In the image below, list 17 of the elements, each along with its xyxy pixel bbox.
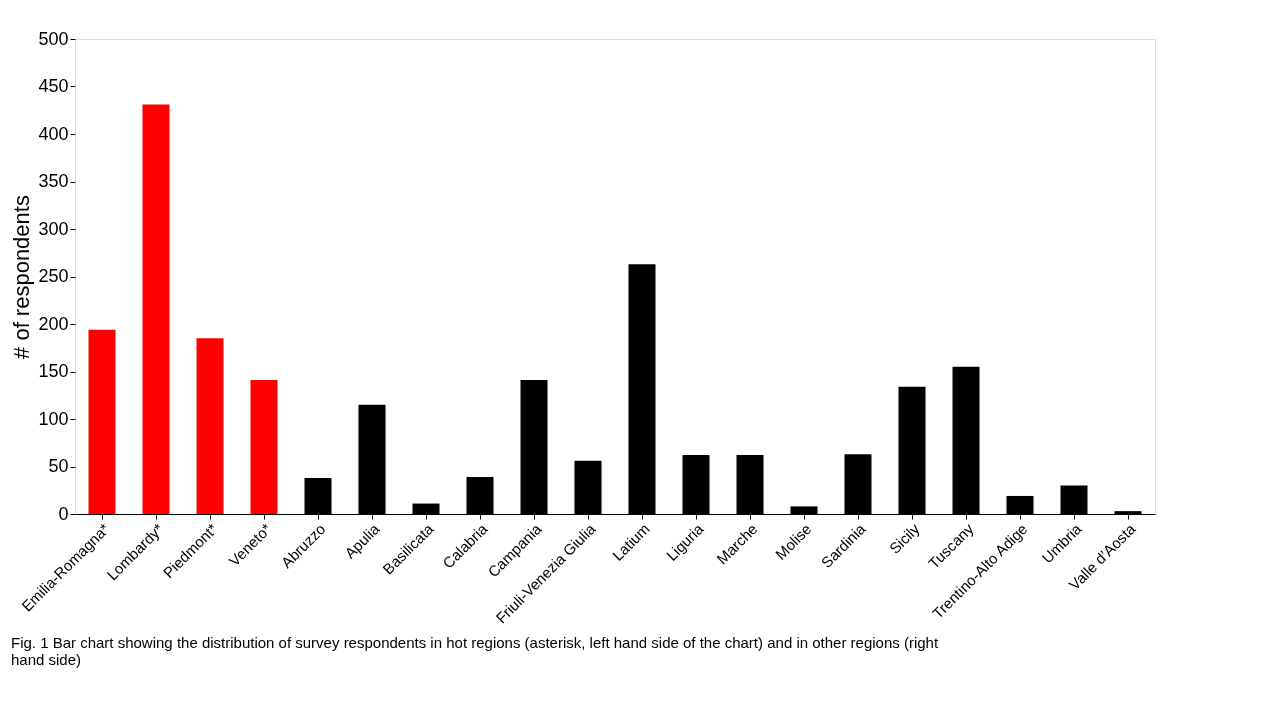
bar bbox=[196, 338, 224, 514]
bar bbox=[250, 380, 278, 514]
bar bbox=[88, 329, 116, 514]
y-tick-label: 400 bbox=[38, 123, 69, 144]
caption: Fig. 1 Bar chart showing the distribution of survey respondents in hot regions (asterisk, left hand side of the chart) and in other regions (right hand side) bbox=[10, 633, 939, 668]
bar bbox=[142, 104, 170, 514]
y-tick-label: 350 bbox=[38, 171, 69, 191]
y-axis-title: # of respondents bbox=[9, 195, 35, 359]
y-tick-label: 100 bbox=[38, 408, 69, 429]
y-tick-label: 0 bbox=[58, 503, 69, 524]
y-tick-label: 450 bbox=[38, 76, 69, 96]
y-tick-label: 500 bbox=[38, 28, 69, 49]
y-tick-label: 300 bbox=[38, 218, 69, 239]
y-tick-label: 150 bbox=[38, 361, 69, 381]
y-tick-label: 250 bbox=[38, 266, 69, 286]
y-tick-label: 50 bbox=[48, 456, 69, 476]
y-tick-label: 200 bbox=[38, 313, 69, 334]
